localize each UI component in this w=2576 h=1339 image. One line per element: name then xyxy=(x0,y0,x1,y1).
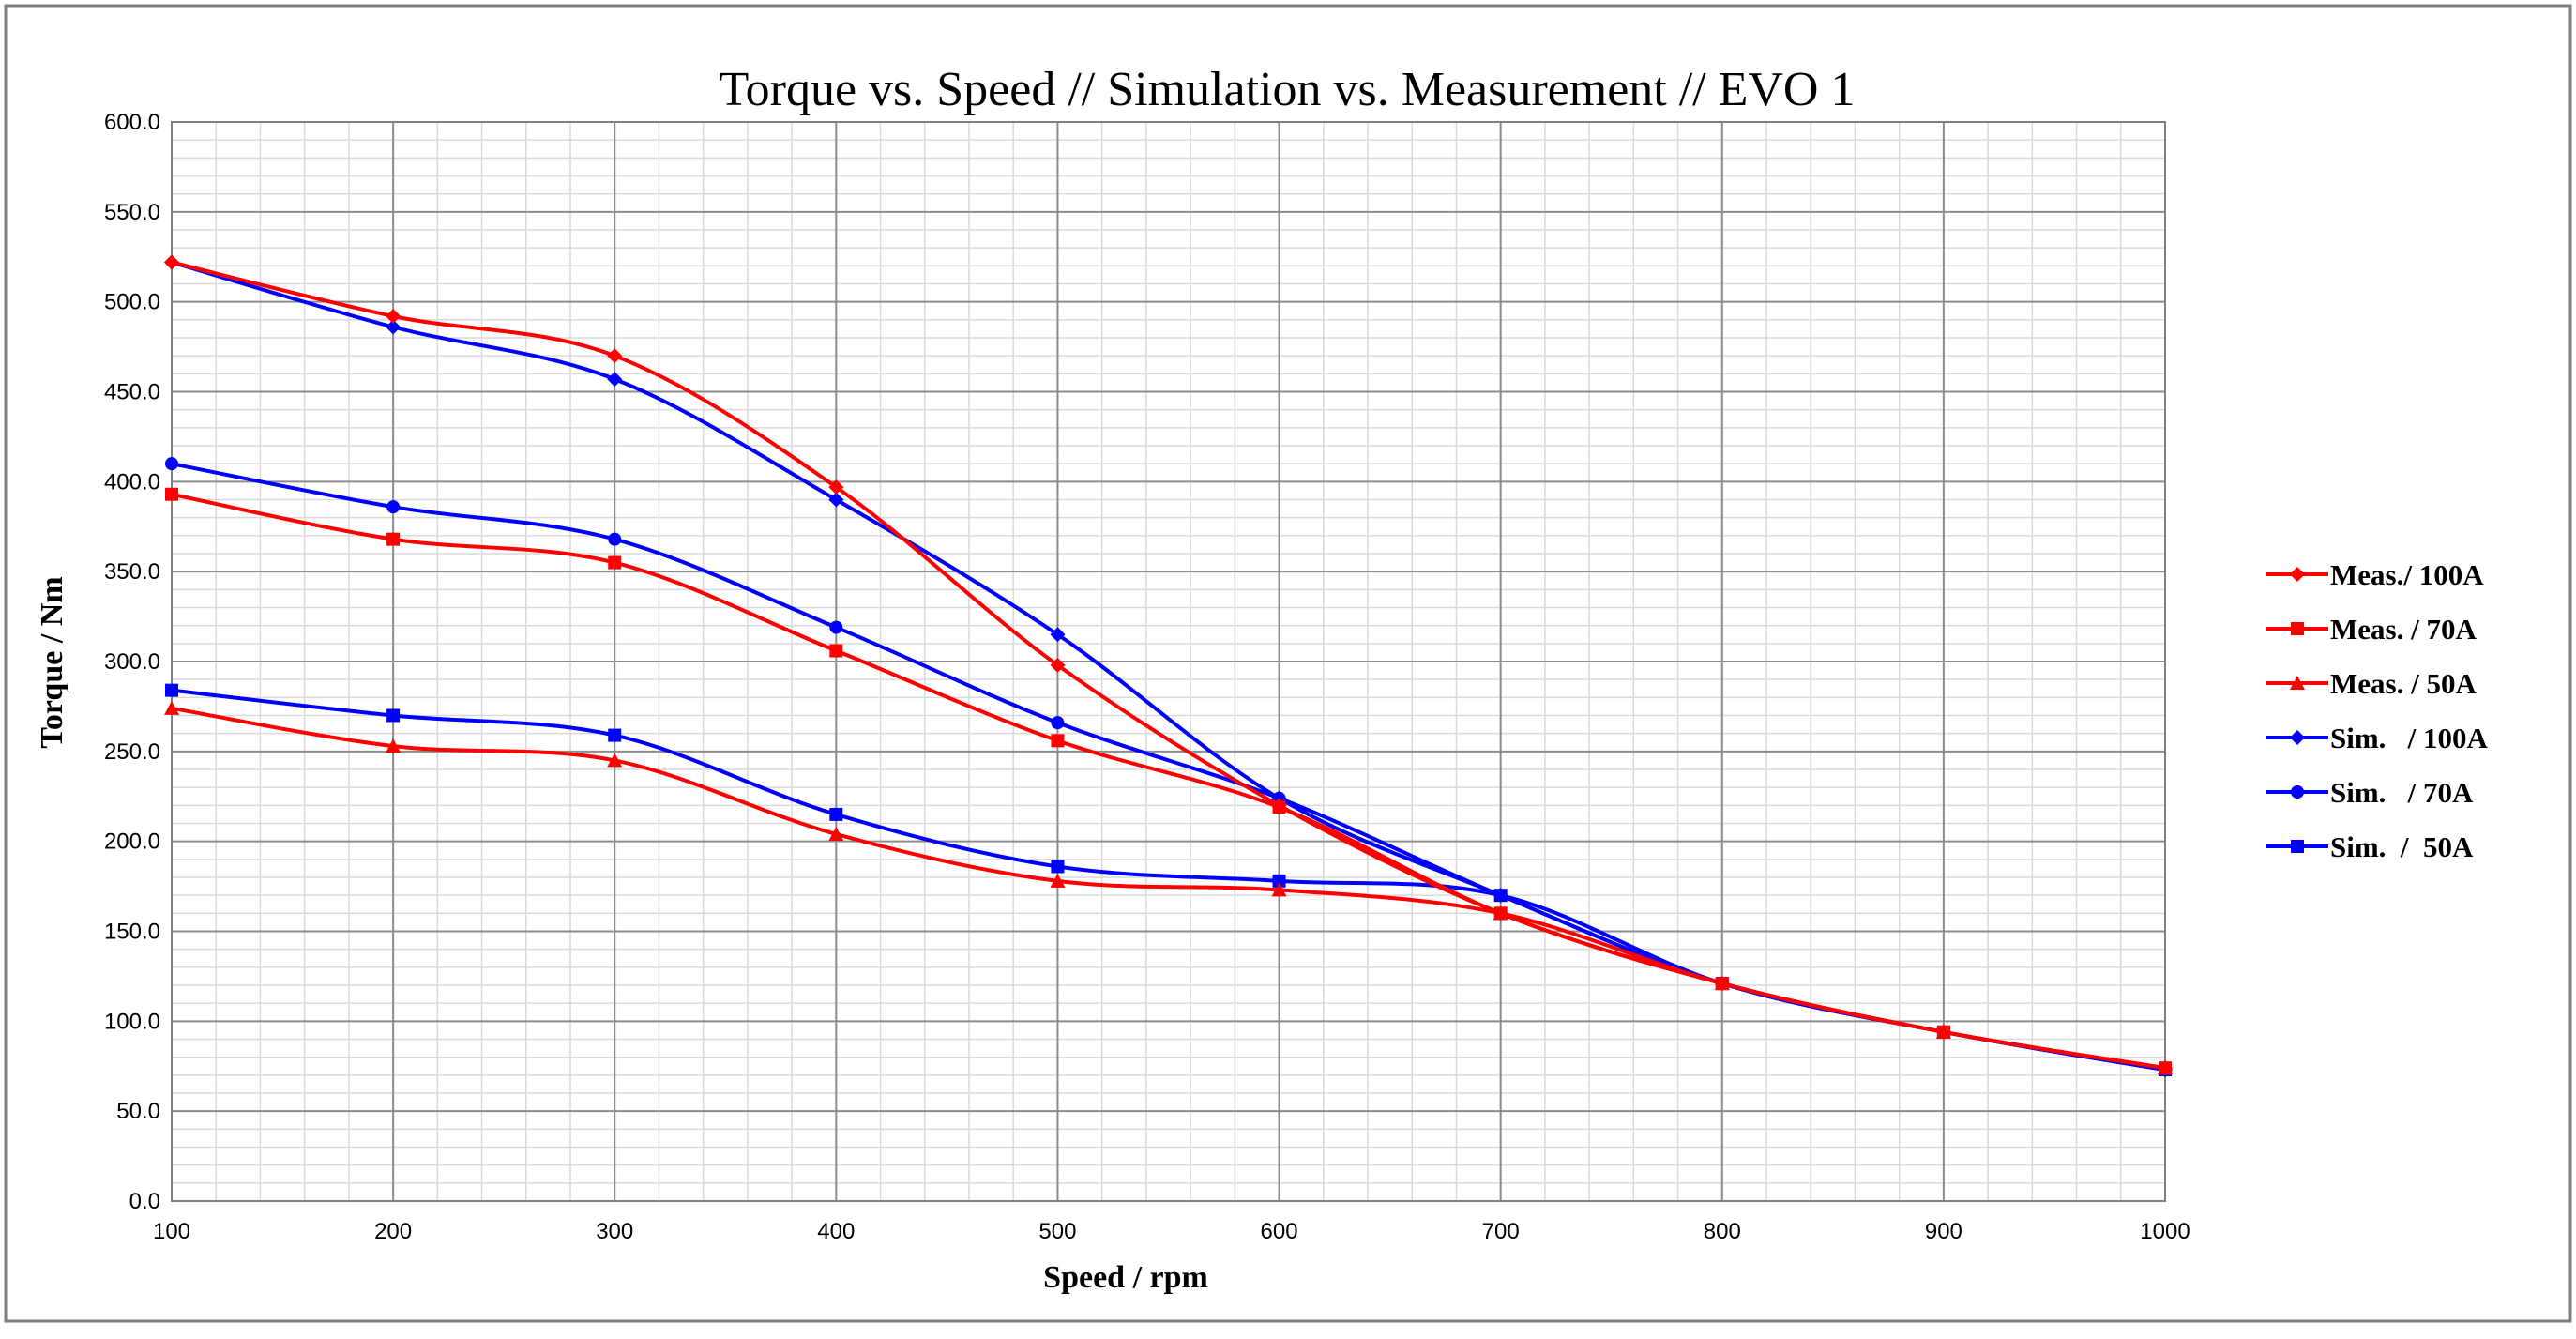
x-tick-label: 900 xyxy=(1925,1219,1962,1244)
data-point xyxy=(828,827,844,841)
x-tick-label: 400 xyxy=(817,1219,855,1244)
legend-entry: Sim. / 70A xyxy=(2266,776,2474,809)
y-tick-label: 200.0 xyxy=(104,829,160,855)
data-point xyxy=(1050,657,1066,673)
data-point xyxy=(386,532,401,546)
data-point xyxy=(1051,716,1065,730)
y-tick-label: 250.0 xyxy=(104,739,160,765)
y-tick-label: 150.0 xyxy=(104,920,160,945)
y-tick-label: 350.0 xyxy=(104,559,160,585)
x-axis-tick-labels: 100 200 300 400 500 600 700 800 900 1000 xyxy=(153,1219,2190,1244)
data-point xyxy=(829,644,843,658)
data-point xyxy=(165,487,178,501)
data-point xyxy=(386,309,402,324)
legend-entry: Meas. / 70A xyxy=(2266,613,2477,646)
data-point xyxy=(1050,873,1066,888)
y-axis-tick-labels: 0.0 50.0 100.0 150.0 200.0 250.0 300.0 350.0 400… xyxy=(104,110,160,1214)
legend-swatch-marker xyxy=(2290,676,2305,690)
x-tick-label: 300 xyxy=(596,1219,633,1244)
series-2 xyxy=(164,700,2173,1075)
data-point xyxy=(829,620,843,634)
data-point xyxy=(1050,627,1066,643)
legend-swatch-marker xyxy=(2291,840,2304,853)
data-point xyxy=(607,372,623,388)
legend-label: Sim. / 100A xyxy=(2330,722,2489,754)
legend-swatch-marker xyxy=(2290,730,2305,745)
data-point xyxy=(386,738,402,753)
y-tick-label: 500.0 xyxy=(104,290,160,315)
data-point xyxy=(608,555,622,570)
x-tick-label: 1000 xyxy=(2140,1219,2190,1244)
data-point xyxy=(607,348,623,364)
chart-title: Torque vs. Speed // Simulation vs. Measu… xyxy=(720,63,1856,116)
legend-entry: Sim. / 50A xyxy=(2266,830,2474,863)
data-point xyxy=(1051,734,1065,748)
data-point xyxy=(165,457,178,471)
series-layer xyxy=(164,254,2173,1078)
data-point xyxy=(828,492,844,508)
plot-area-border xyxy=(171,121,2166,1202)
chart-border xyxy=(4,4,2572,1323)
x-tick-label: 500 xyxy=(1038,1219,1076,1244)
data-point xyxy=(2158,1060,2173,1075)
y-tick-label: 300.0 xyxy=(104,649,160,675)
series-line xyxy=(171,706,2166,1071)
y-tick-label: 450.0 xyxy=(104,380,160,405)
x-tick-label: 600 xyxy=(1261,1219,1298,1244)
x-tick-label: 100 xyxy=(153,1219,190,1244)
data-point xyxy=(1271,882,1287,897)
legend-label: Meas. / 70A xyxy=(2330,613,2477,646)
legend-swatch-marker xyxy=(2291,622,2304,635)
y-axis-label: Torque / Nm xyxy=(35,576,69,748)
legend-label: Meas./ 100A xyxy=(2330,558,2484,591)
data-point xyxy=(607,753,623,768)
data-point xyxy=(608,728,622,742)
data-point xyxy=(386,708,401,723)
x-axis-label: Speed / rpm xyxy=(1043,1260,1208,1295)
y-tick-label: 550.0 xyxy=(104,200,160,225)
y-tick-label: 0.0 xyxy=(129,1189,160,1214)
data-point xyxy=(165,683,178,697)
data-point xyxy=(1935,1024,1951,1039)
x-tick-label: 800 xyxy=(1704,1219,1741,1244)
y-tick-label: 100.0 xyxy=(104,1009,160,1034)
data-point xyxy=(386,319,402,335)
data-point xyxy=(608,532,622,546)
legend: Meas./ 100A Meas. / 70A Meas. / 50A Sim. / … xyxy=(2266,558,2489,863)
legend-entry: Sim. / 100A xyxy=(2266,722,2489,754)
data-point xyxy=(828,479,844,495)
y-tick-label: 400.0 xyxy=(104,469,160,495)
legend-label: Sim. / 70A xyxy=(2330,776,2474,809)
data-point xyxy=(1272,874,1286,888)
data-point xyxy=(829,807,843,821)
legend-entry: Meas. / 50A xyxy=(2266,667,2477,700)
y-tick-label: 600.0 xyxy=(104,110,160,135)
data-point xyxy=(1493,889,1508,903)
data-point xyxy=(386,500,401,514)
legend-label: Sim. / 50A xyxy=(2330,830,2474,863)
data-point xyxy=(1051,860,1065,874)
x-tick-label: 200 xyxy=(374,1219,412,1244)
legend-entry: Meas./ 100A xyxy=(2266,558,2484,591)
data-point xyxy=(1493,905,1508,921)
data-point xyxy=(164,700,179,715)
data-point xyxy=(164,254,179,270)
legend-swatch-marker xyxy=(2291,785,2304,799)
x-tick-label: 700 xyxy=(1482,1219,1520,1244)
legend-swatch-marker xyxy=(2290,567,2305,582)
data-point xyxy=(1714,976,1730,991)
y-tick-label: 50.0 xyxy=(116,1099,160,1124)
legend-label: Meas. / 50A xyxy=(2330,667,2477,700)
data-point xyxy=(1272,800,1286,814)
